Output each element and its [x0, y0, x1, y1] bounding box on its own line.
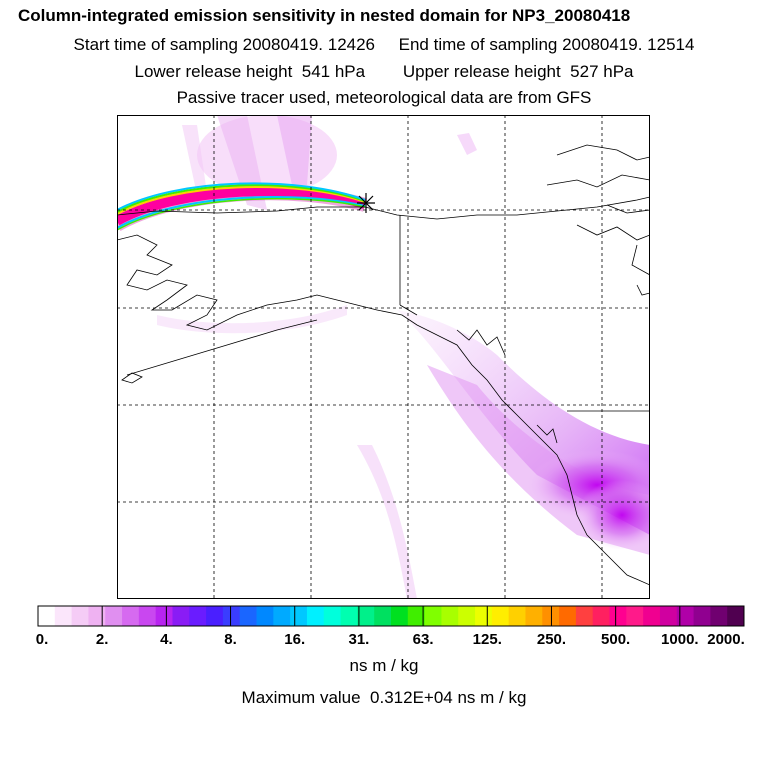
colorbar-tick-label: 16. — [284, 631, 306, 648]
colorbar-swatch — [441, 606, 459, 626]
colorbar-swatch — [643, 606, 661, 626]
colorbar-tick-label: 2. — [95, 631, 109, 648]
colorbar-swatch — [357, 606, 375, 626]
colorbar-tick-label: 8. — [224, 631, 237, 648]
colorbar-swatch — [676, 606, 695, 626]
colorbar-swatch — [155, 606, 173, 626]
colorbar-swatch — [122, 606, 140, 626]
colorbar-tick-label: 2000. — [707, 631, 745, 648]
political-borders — [399, 215, 650, 412]
colorbar-tick-label: 125. — [472, 631, 502, 648]
colorbar-swatch — [374, 606, 392, 626]
colorbar-swatch — [306, 606, 325, 626]
colorbar-swatch — [491, 606, 510, 626]
colorbar-swatch — [256, 606, 274, 626]
colorbar-swatch — [508, 606, 526, 626]
colorbar-swatch — [206, 606, 224, 626]
colorbar-swatch — [559, 606, 577, 626]
colorbar-swatch — [38, 606, 56, 626]
colorbar-swatch — [458, 606, 476, 626]
colorbar-border — [37, 605, 745, 627]
colorbar-tick-label: 1000. — [661, 631, 699, 648]
colorbar-swatch — [727, 606, 745, 626]
colorbar-swatch — [424, 606, 442, 626]
coastlines — [117, 144, 650, 586]
colorbar-swatch — [189, 606, 207, 626]
colorbar-swatch — [659, 606, 678, 626]
colorbar-swatch — [710, 606, 728, 626]
colorbar-swatch — [592, 606, 611, 626]
emission-sensitivity-map — [117, 115, 650, 599]
colorbar-swatch — [290, 606, 308, 626]
max-value-text: Maximum value 0.312E+04 ns m / kg — [241, 688, 527, 707]
colorbar-unit: ns m / kg — [349, 656, 419, 675]
colorbar-swatch — [693, 606, 711, 626]
receptor-star-icon — [357, 193, 375, 213]
colorbar-swatch — [542, 606, 560, 626]
colorbar-swatch — [172, 606, 190, 626]
tracer-info-line: Passive tracer used, meteorological data… — [176, 88, 592, 107]
colorbar-swatch — [609, 606, 627, 626]
colorbar-swatch — [273, 606, 291, 626]
coastal-sensitivity-plume — [157, 305, 650, 599]
lat-lon-grid — [117, 115, 650, 599]
colorbar — [37, 605, 745, 627]
colorbar-swatch — [54, 606, 73, 626]
colorbar-swatch — [391, 606, 409, 626]
colorbar-tick-label: 4. — [160, 631, 173, 648]
colorbar-swatch — [138, 606, 157, 626]
colorbar-tick-label: 31. — [348, 631, 370, 648]
colorbar-swatch — [407, 606, 426, 626]
sampling-time-line: Start time of sampling 20080419. 12426 E… — [73, 35, 695, 54]
colorbar-swatch — [88, 606, 106, 626]
high-sensitivity-arc — [117, 182, 367, 232]
map-title: Column-integrated emission sensitivity i… — [18, 6, 631, 25]
release-height-line: Lower release height 541 hPa Upper relea… — [134, 62, 634, 81]
colorbar-swatch — [239, 606, 258, 626]
colorbar-swatch — [340, 606, 358, 626]
colorbar-swatch — [323, 606, 342, 626]
colorbar-swatch — [575, 606, 594, 626]
colorbar-swatch — [105, 606, 123, 626]
colorbar-swatch — [475, 606, 493, 626]
colorbar-tick-label: 0. — [35, 631, 49, 648]
colorbar-swatch — [626, 606, 644, 626]
colorbar-tick-label: 63. — [412, 631, 434, 648]
colorbar-tick-label: 250. — [536, 631, 567, 648]
map-frame — [117, 115, 650, 599]
colorbar-swatch — [222, 606, 241, 626]
colorbar-swatch — [525, 606, 543, 626]
colorbar-tick-label: 500. — [601, 631, 631, 648]
colorbar-swatch — [71, 606, 89, 626]
